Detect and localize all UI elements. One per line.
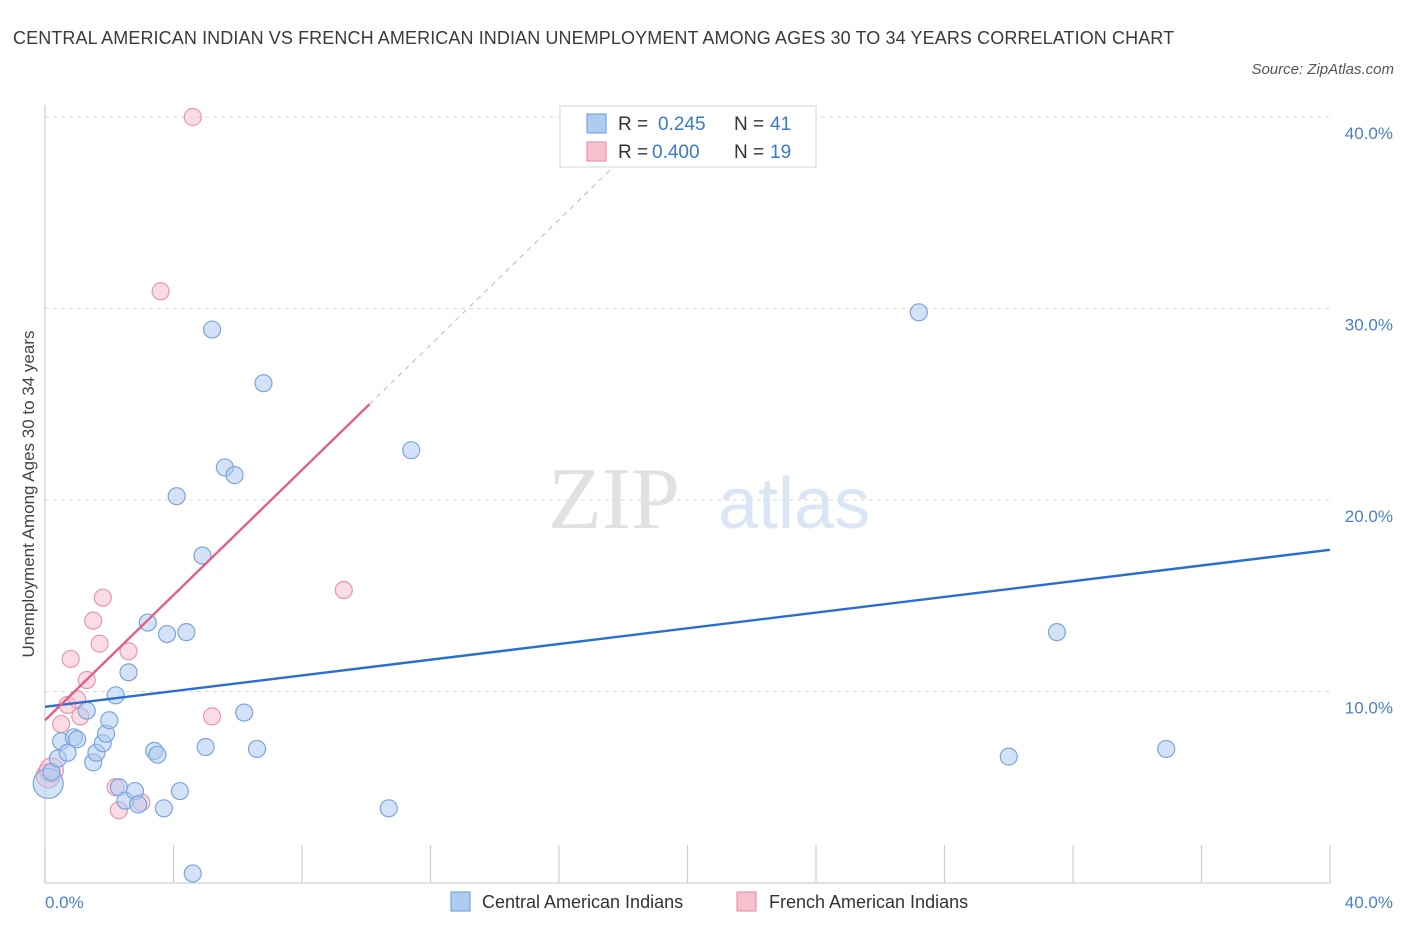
blue-point [119,663,138,682]
blue-series-points [32,303,1176,883]
legend-row2-n-value: 19 [770,142,791,163]
blue-point [909,303,928,322]
pink-point [51,714,71,734]
source-label: Source: ZipAtlas.com [1251,61,1394,78]
pink-point [119,642,138,661]
watermark-zip: ZIP [548,451,680,548]
bottom-legend-pink-label: French American Indians [769,892,968,912]
bottom-legend-blue-label: Central American Indians [482,892,683,912]
blue-trend-line [44,548,1331,709]
blue-point [106,686,125,705]
legend-row1-n-value: 41 [770,114,791,135]
bottom-legend-blue-swatch [450,891,471,912]
pink-point [61,649,80,669]
pink-point [84,611,103,630]
axes [44,105,1331,884]
pink-point [334,580,353,600]
pink-trend-extension [369,156,624,405]
blue-point [177,623,196,642]
blue-point [77,701,96,720]
grid-lines [45,116,1330,692]
blue-point [999,747,1018,766]
bottom-legend: Central American Indians French American… [450,891,968,912]
chart-title: CENTRAL AMERICAN INDIAN VS FRENCH AMERIC… [13,28,1175,48]
blue-point [225,466,244,485]
blue-point [247,739,267,759]
legend-row2-r-label: R = [618,142,648,163]
x-tick-label-1: 40.0% [1345,893,1393,912]
y-axis-title: Unemployment Among Ages 30 to 34 years [19,331,38,658]
blue-point [68,730,87,749]
blue-point [154,799,173,818]
pink-point [93,588,112,607]
x-tick-label-0: 0.0% [45,893,84,912]
stats-legend: R = 0.245 N = 41 R = 0.400 N = 19 [559,105,817,168]
y-tick-label-1: 20.0% [1345,507,1393,526]
blue-point [379,799,398,818]
legend-row2-n-label: N = [734,142,764,163]
watermark-atlas: atlas [718,464,870,544]
pink-point [183,107,202,127]
blue-point [157,624,177,644]
pink-point [151,282,170,301]
bottom-legend-pink-swatch [736,891,757,912]
blue-point [254,374,273,393]
blue-point [170,781,190,801]
blue-point [193,546,212,565]
blue-point [402,441,421,460]
blue-point [148,745,167,764]
legend-row2-r-value: 0.400 [652,142,700,163]
blue-point [196,737,215,757]
blue-point [1047,623,1067,642]
trend-lines [44,156,1331,722]
blue-point [100,711,119,730]
legend-row1-r-value: 0.245 [658,114,706,135]
blue-point [202,320,222,339]
legend-row1-r-label: R = [618,114,648,135]
pink-point [90,634,109,653]
blue-point [138,613,157,632]
x-tick-labels: 0.0% 40.0% [45,893,1393,912]
y-tick-labels: 10.0% 20.0% 30.0% 40.0% [1345,124,1393,718]
blue-point [1157,739,1176,759]
blue-point [129,795,148,814]
pink-trend-line [44,403,371,722]
blue-point [167,487,186,506]
legend-pink-swatch [586,141,607,162]
legend-blue-swatch [586,113,607,134]
watermark: ZIP atlas [548,451,870,548]
blue-point [58,743,77,762]
blue-point [183,864,202,883]
legend-row1-n-label: N = [734,114,764,135]
pink-point [202,707,222,726]
y-tick-label-3: 40.0% [1345,124,1393,143]
blue-point [235,703,254,722]
y-tick-label-0: 10.0% [1345,699,1393,718]
y-tick-label-2: 30.0% [1345,316,1393,335]
